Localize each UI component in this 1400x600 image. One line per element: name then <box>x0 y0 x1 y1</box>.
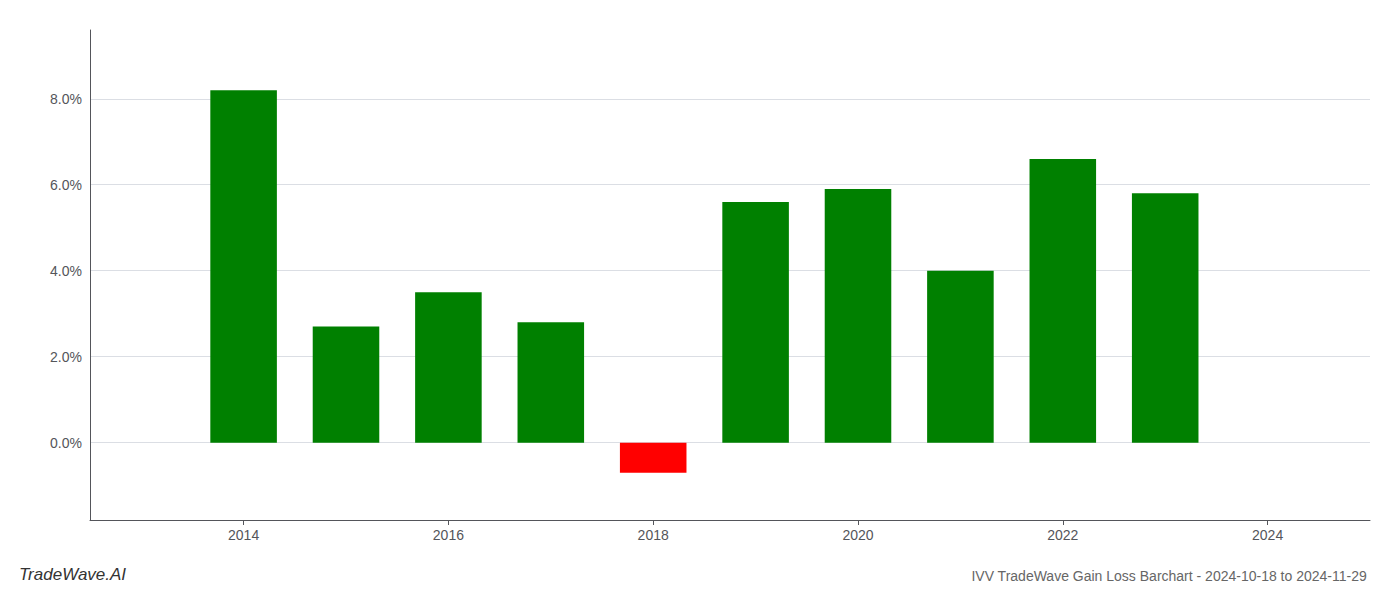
svg-text:IVV TradeWave Gain Loss Barcha: IVV TradeWave Gain Loss Barchart - 2024-… <box>971 568 1367 584</box>
svg-text:2020: 2020 <box>842 527 873 543</box>
svg-text:0.0%: 0.0% <box>50 435 82 451</box>
svg-text:2.0%: 2.0% <box>50 349 82 365</box>
svg-text:4.0%: 4.0% <box>50 263 82 279</box>
svg-text:6.0%: 6.0% <box>50 177 82 193</box>
svg-text:2024: 2024 <box>1252 527 1283 543</box>
svg-text:TradeWave.AI: TradeWave.AI <box>19 565 126 584</box>
svg-text:2018: 2018 <box>638 527 669 543</box>
svg-text:2014: 2014 <box>228 527 259 543</box>
svg-text:2016: 2016 <box>433 527 464 543</box>
svg-text:8.0%: 8.0% <box>50 91 82 107</box>
svg-text:2022: 2022 <box>1047 527 1078 543</box>
